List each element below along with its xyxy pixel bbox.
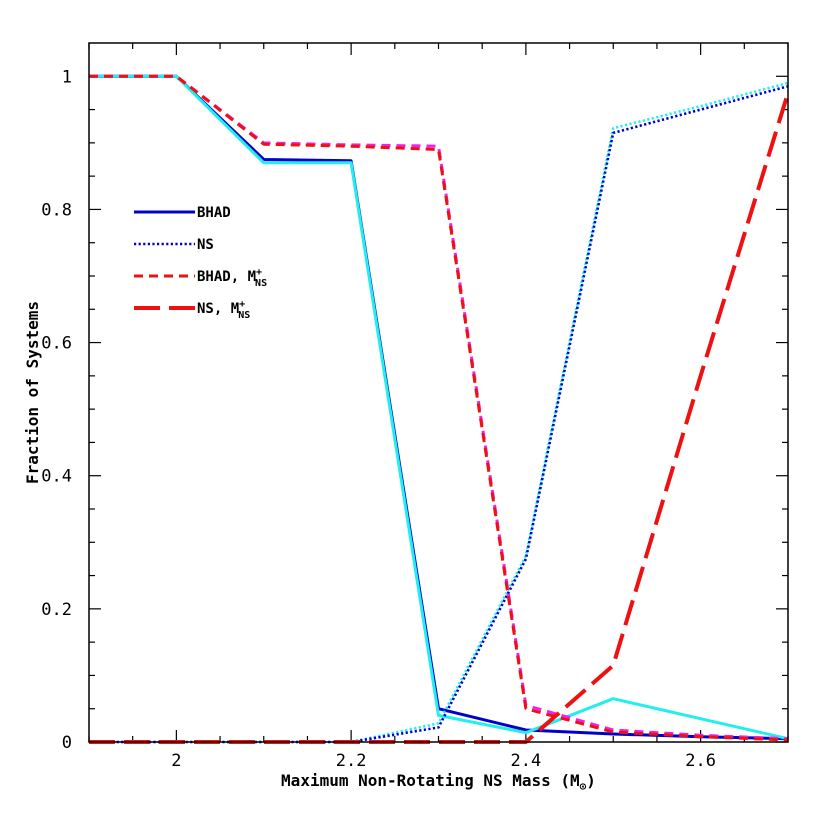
series-line-bhad_cyan — [89, 74, 789, 741]
legend-label-bhad_mns: BHAD, M+ NS — [197, 267, 267, 289]
x-tick-label: 2.6 — [685, 751, 716, 771]
y-tick-label: 1 — [62, 67, 72, 87]
y-axis-label: Fraction of Systems — [23, 301, 42, 484]
legend-label-ns: NS — [197, 237, 214, 253]
x-tick-label: 2.4 — [511, 751, 542, 771]
y-tick-label: 0.8 — [41, 200, 72, 220]
series-line-bhad — [89, 74, 789, 741]
legend-label-ns_mns: NS, M+ NS — [197, 299, 250, 321]
y-tick-label: 0.2 — [41, 600, 72, 620]
series-line-bhad_mns_magenta — [89, 74, 789, 741]
x-tick-label: 2.2 — [336, 751, 367, 771]
x-axis-label: Maximum Non-Rotating NS Mass (M⊙) — [281, 771, 596, 793]
series-line-bhad_mns — [89, 74, 789, 742]
series-line-ns_cyan — [89, 81, 789, 744]
legend: BHAD NS BHAD, M+ NS NS, M+ NS — [134, 205, 267, 321]
y-tick-label: 0.4 — [41, 467, 72, 487]
legend-label-bhad: BHAD — [197, 205, 231, 221]
y-tick-label: 0.6 — [41, 334, 72, 354]
series-layer — [89, 74, 790, 744]
y-tick-label: 0 — [62, 733, 72, 753]
series-line-ns_mns — [89, 92, 790, 744]
plot-frame — [88, 42, 789, 743]
x-tick-label: 2 — [171, 751, 181, 771]
ticks-layer: 2 2.2 2.4 2.6 0 0.2 0.4 0.6 0.8 1 — [41, 43, 789, 771]
series-line-ns — [89, 85, 789, 744]
